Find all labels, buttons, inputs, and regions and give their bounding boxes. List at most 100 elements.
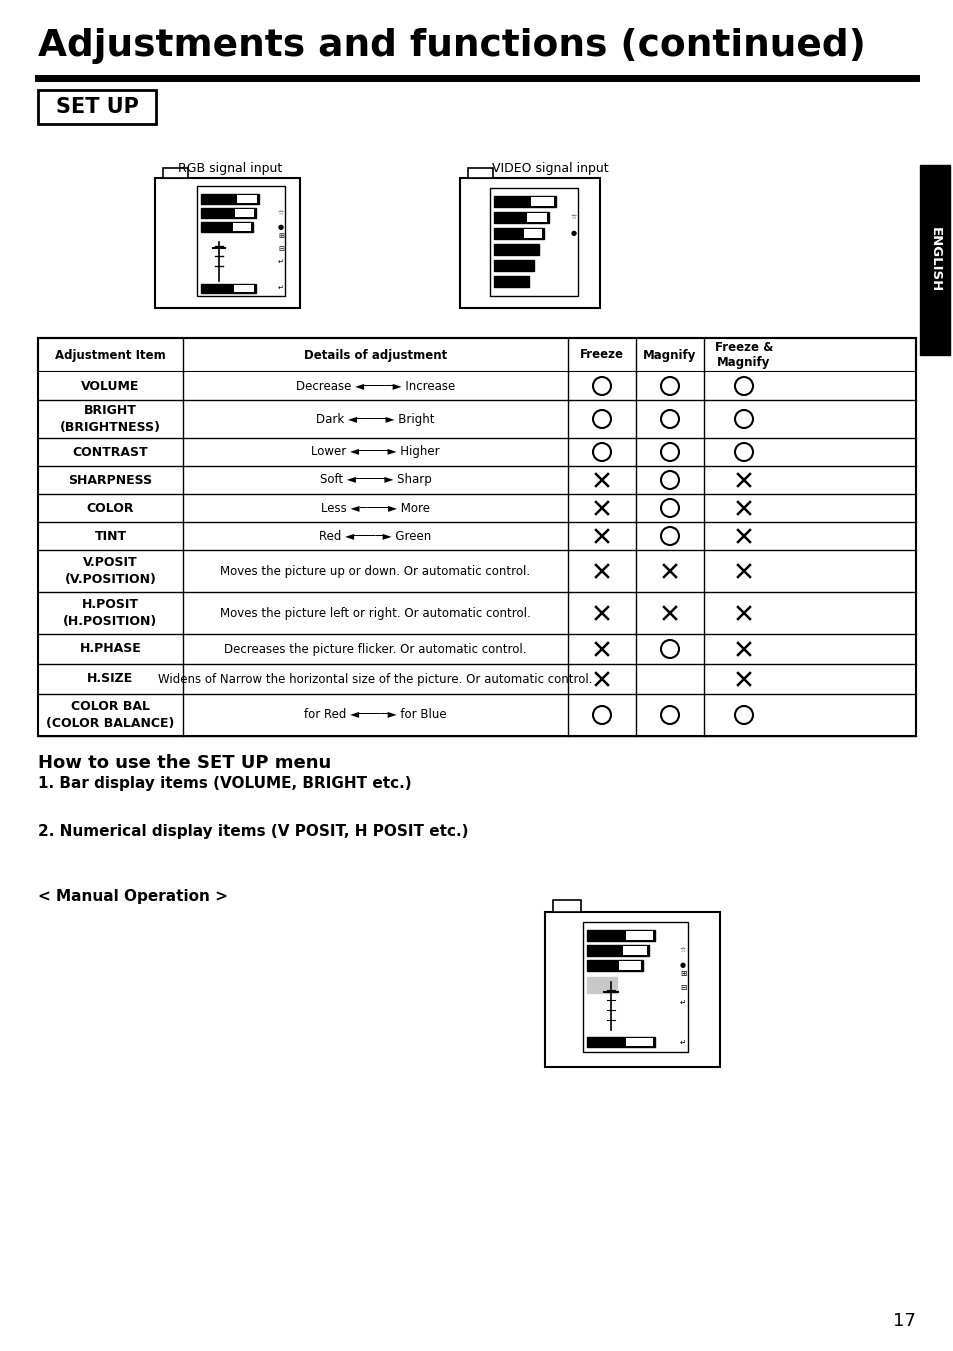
- Text: ⊟: ⊟: [277, 246, 284, 253]
- Text: H.SIZE: H.SIZE: [88, 673, 133, 685]
- Text: COLOR: COLOR: [87, 501, 134, 515]
- Bar: [38, 694, 915, 736]
- Bar: [38, 466, 915, 494]
- Text: VOLUME: VOLUME: [81, 380, 139, 393]
- Bar: [233, 285, 253, 292]
- Text: ●: ●: [277, 224, 284, 230]
- Bar: [622, 946, 646, 955]
- Bar: [38, 338, 915, 736]
- Bar: [490, 188, 578, 296]
- Bar: [38, 91, 156, 124]
- Bar: [38, 521, 915, 550]
- Bar: [544, 912, 720, 1067]
- Bar: [38, 592, 915, 634]
- Bar: [201, 195, 258, 204]
- Text: < Manual Operation >: < Manual Operation >: [38, 889, 228, 904]
- Bar: [582, 921, 687, 1052]
- Bar: [586, 944, 648, 957]
- Text: ↵: ↵: [277, 285, 284, 290]
- Text: 17: 17: [892, 1312, 915, 1329]
- Bar: [196, 186, 285, 296]
- Text: Magnify: Magnify: [642, 349, 696, 362]
- Bar: [919, 165, 949, 355]
- Bar: [38, 663, 915, 694]
- Text: Details of adjustment: Details of adjustment: [304, 349, 447, 362]
- Text: ⊞: ⊞: [277, 232, 284, 239]
- Text: 2. Numerical display items (V POSIT, H POSIT etc.): 2. Numerical display items (V POSIT, H P…: [38, 824, 468, 839]
- Bar: [236, 195, 256, 203]
- Bar: [38, 338, 915, 372]
- Text: for Red ◄────► for Blue: for Red ◄────► for Blue: [304, 708, 446, 721]
- Text: Soft ◄────► Sharp: Soft ◄────► Sharp: [319, 473, 431, 486]
- Text: ●: ●: [570, 231, 577, 236]
- Text: COLOR BAL
(COLOR BALANCE): COLOR BAL (COLOR BALANCE): [47, 701, 174, 730]
- Text: ENGLISH: ENGLISH: [927, 227, 941, 293]
- Bar: [234, 209, 253, 218]
- Text: 1. Bar display items (VOLUME, BRIGHT etc.): 1. Bar display items (VOLUME, BRIGHT etc…: [38, 775, 411, 790]
- Text: ↵: ↵: [277, 259, 284, 265]
- Text: RGB signal input: RGB signal input: [177, 162, 282, 176]
- Text: Less ◄────► More: Less ◄────► More: [320, 501, 430, 515]
- Bar: [626, 931, 652, 940]
- Bar: [163, 168, 188, 178]
- Text: Adjustment Item: Adjustment Item: [55, 349, 166, 362]
- Bar: [494, 259, 534, 272]
- Bar: [626, 1038, 652, 1046]
- Text: ●: ●: [679, 962, 685, 969]
- Bar: [38, 550, 915, 592]
- Bar: [38, 438, 915, 466]
- Text: Lower ◄────► Higher: Lower ◄────► Higher: [311, 446, 439, 458]
- Bar: [38, 372, 915, 400]
- Text: Freeze: Freeze: [579, 349, 623, 362]
- Text: Decrease ◄────► Increase: Decrease ◄────► Increase: [295, 380, 455, 393]
- Bar: [233, 223, 251, 231]
- Bar: [494, 228, 543, 239]
- Bar: [494, 276, 529, 286]
- Text: Dark ◄────► Bright: Dark ◄────► Bright: [315, 412, 435, 426]
- Text: ☆: ☆: [570, 215, 577, 220]
- Text: SHARPNESS: SHARPNESS: [69, 473, 152, 486]
- Text: Red ◄────► Green: Red ◄────► Green: [319, 530, 431, 543]
- Bar: [38, 634, 915, 663]
- Text: Freeze &
Magnify: Freeze & Magnify: [714, 340, 772, 369]
- Bar: [494, 212, 548, 223]
- Bar: [201, 222, 253, 232]
- Bar: [38, 494, 915, 521]
- Text: V.POSIT
(V.POSITION): V.POSIT (V.POSITION): [65, 557, 156, 585]
- Text: ↵: ↵: [679, 997, 685, 1006]
- Text: H.PHASE: H.PHASE: [79, 643, 141, 655]
- Bar: [494, 245, 538, 255]
- Bar: [154, 178, 299, 308]
- Bar: [468, 168, 493, 178]
- Text: Moves the picture left or right. Or automatic control.: Moves the picture left or right. Or auto…: [220, 607, 530, 620]
- Text: ☆: ☆: [277, 209, 284, 216]
- Text: ↵: ↵: [679, 1038, 685, 1047]
- Text: ⊟: ⊟: [679, 984, 685, 993]
- Text: VIDEO signal input: VIDEO signal input: [491, 162, 608, 176]
- Bar: [523, 230, 541, 238]
- Text: H.POSIT
(H.POSITION): H.POSIT (H.POSITION): [63, 598, 157, 627]
- Text: ⊞: ⊞: [679, 970, 685, 978]
- Bar: [38, 400, 915, 438]
- Bar: [201, 208, 255, 218]
- Bar: [526, 213, 546, 222]
- Text: Decreases the picture flicker. Or automatic control.: Decreases the picture flicker. Or automa…: [224, 643, 526, 655]
- Text: ☆: ☆: [679, 947, 685, 954]
- Text: CONTRAST: CONTRAST: [72, 446, 148, 458]
- Bar: [494, 196, 556, 207]
- Text: TINT: TINT: [94, 530, 127, 543]
- Text: SET UP: SET UP: [55, 97, 138, 118]
- Text: Moves the picture up or down. Or automatic control.: Moves the picture up or down. Or automat…: [220, 565, 530, 577]
- Text: Widens of Narrow the horizontal size of the picture. Or automatic control.: Widens of Narrow the horizontal size of …: [158, 673, 592, 685]
- Bar: [586, 977, 617, 993]
- Bar: [586, 961, 642, 971]
- Bar: [553, 900, 580, 912]
- Text: Adjustments and functions (continued): Adjustments and functions (continued): [38, 28, 865, 63]
- Bar: [459, 178, 599, 308]
- Bar: [618, 961, 640, 970]
- Bar: [586, 1038, 655, 1047]
- Text: BRIGHT
(BRIGHTNESS): BRIGHT (BRIGHTNESS): [60, 404, 161, 434]
- Text: How to use the SET UP menu: How to use the SET UP menu: [38, 754, 331, 771]
- Bar: [201, 284, 255, 293]
- Bar: [531, 197, 554, 205]
